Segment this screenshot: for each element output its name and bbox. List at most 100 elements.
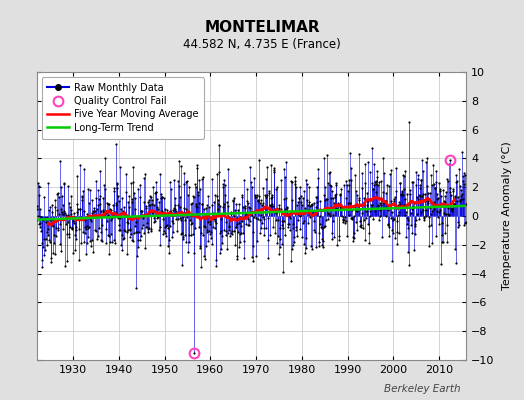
Point <box>116 164 125 170</box>
Point <box>104 212 112 219</box>
Point <box>444 211 453 218</box>
Point <box>185 231 194 238</box>
Point <box>182 178 191 184</box>
Point <box>194 177 203 183</box>
Point <box>118 195 127 201</box>
Point <box>414 176 422 182</box>
Point <box>254 198 262 204</box>
Point <box>238 218 246 224</box>
Point <box>119 234 128 241</box>
Point <box>133 229 141 235</box>
Point <box>390 215 399 222</box>
Point <box>456 187 465 194</box>
Point <box>319 238 328 244</box>
Point <box>347 207 356 214</box>
Point <box>352 188 360 195</box>
Point <box>195 224 203 230</box>
Point <box>459 173 467 179</box>
Point <box>122 189 130 196</box>
Point <box>138 225 146 231</box>
Point <box>88 237 96 243</box>
Point <box>379 199 388 206</box>
Point <box>56 158 64 164</box>
Point <box>210 191 219 198</box>
Point <box>348 215 357 221</box>
Point <box>399 172 407 178</box>
Point <box>194 192 202 198</box>
Point <box>236 231 244 238</box>
Point <box>224 230 232 236</box>
Point <box>392 218 401 224</box>
Point <box>93 206 102 212</box>
Point <box>232 224 241 231</box>
Point <box>99 209 107 215</box>
Point <box>389 196 398 202</box>
Point <box>196 245 205 251</box>
Point <box>262 194 270 200</box>
Point <box>332 180 340 186</box>
Point <box>115 226 124 233</box>
Point <box>385 232 393 239</box>
Point <box>91 208 100 214</box>
Point <box>406 186 414 193</box>
Point <box>114 198 123 204</box>
Point <box>437 193 445 200</box>
Point <box>439 238 447 245</box>
Point <box>160 211 169 218</box>
Point <box>78 194 86 200</box>
Point <box>73 201 82 207</box>
Point <box>302 177 310 183</box>
Point <box>329 211 337 218</box>
Point <box>248 242 257 249</box>
Point <box>167 185 175 192</box>
Point <box>355 151 364 157</box>
Point <box>300 241 309 247</box>
Point <box>363 198 371 204</box>
Point <box>453 198 461 205</box>
Point <box>305 184 313 190</box>
Point <box>411 217 420 223</box>
Point <box>330 200 338 206</box>
Point <box>445 184 454 191</box>
Point <box>63 212 72 218</box>
Point <box>270 209 279 215</box>
Point <box>376 207 385 213</box>
Point <box>150 218 159 224</box>
Point <box>197 230 205 236</box>
Point <box>428 208 436 214</box>
Point <box>110 188 118 194</box>
Point <box>33 217 41 223</box>
Point <box>154 214 162 220</box>
Point <box>398 188 407 194</box>
Point <box>359 216 368 223</box>
Point <box>230 194 238 201</box>
Point <box>344 188 352 194</box>
Point <box>199 253 208 259</box>
Point <box>100 209 108 216</box>
Point <box>142 204 150 211</box>
Point <box>196 264 205 270</box>
Point <box>184 192 192 198</box>
Point <box>190 350 199 356</box>
Point <box>139 213 148 219</box>
Point <box>42 218 50 225</box>
Point <box>268 200 277 207</box>
Point <box>389 230 397 236</box>
Point <box>147 226 155 232</box>
Point <box>377 194 385 201</box>
Point <box>216 250 224 256</box>
Point <box>139 199 148 205</box>
Point <box>105 200 114 207</box>
Point <box>220 226 228 233</box>
Point <box>97 229 105 236</box>
Point <box>433 191 442 198</box>
Point <box>288 178 296 185</box>
Point <box>134 237 143 244</box>
Point <box>135 182 144 189</box>
Point <box>290 238 298 245</box>
Point <box>308 246 316 252</box>
Point <box>265 190 273 196</box>
Point <box>396 180 404 186</box>
Point <box>279 225 287 231</box>
Point <box>266 232 275 238</box>
